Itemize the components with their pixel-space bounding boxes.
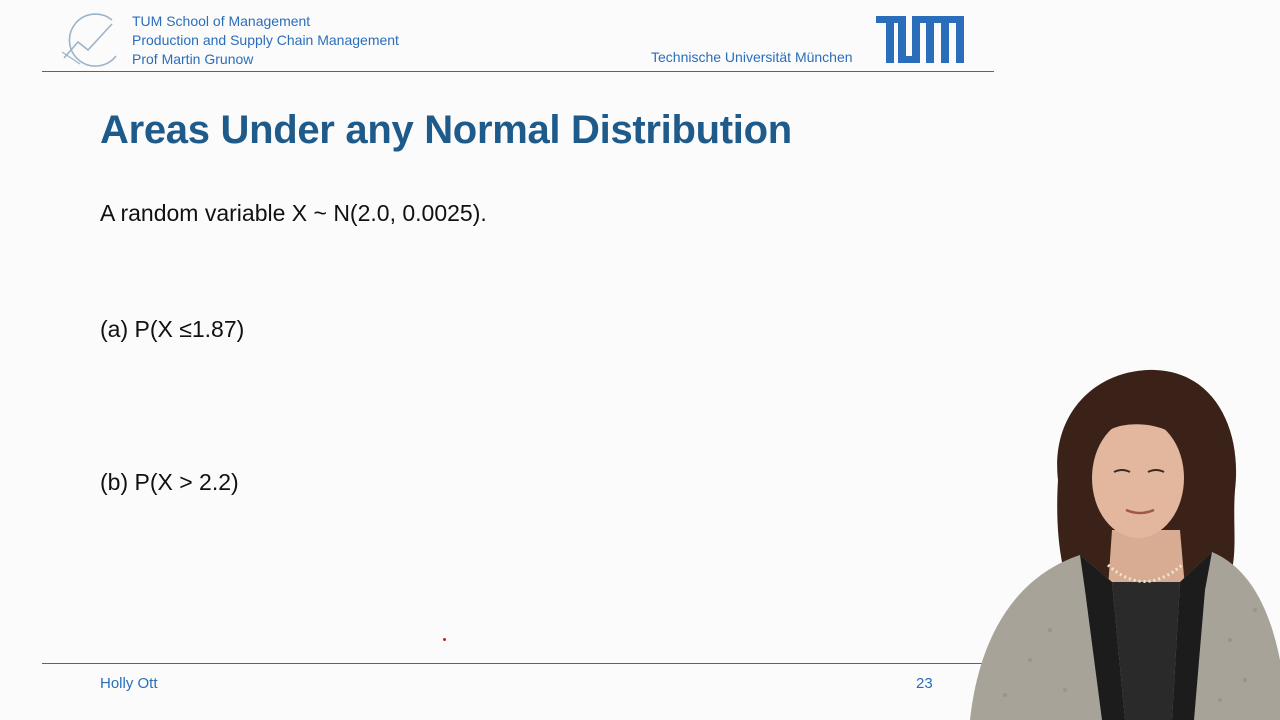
header-divider — [42, 71, 994, 72]
professor-name: Prof Martin Grunow — [132, 51, 254, 67]
slide-title: Areas Under any Normal Distribution — [100, 108, 792, 152]
question-b: (b) P(X > 2.2) — [100, 469, 239, 495]
question-a: (a) P(X ≤1.87) — [100, 316, 245, 342]
header-affiliation: TUM School of Management Production and … — [132, 12, 399, 69]
page-number: 23 — [916, 675, 933, 692]
footer-divider — [42, 663, 992, 664]
footer-author: Holly Ott — [100, 675, 158, 692]
presenter-video-image — [970, 369, 1280, 720]
tum-logo-icon — [876, 16, 964, 63]
chair-logo-icon — [61, 13, 117, 67]
school-name: TUM School of Management — [132, 13, 311, 29]
university-name: Technische Universität München — [651, 49, 853, 65]
problem-statement: A random variable X ~ N(2.0, 0.0025). — [100, 200, 487, 226]
chair-name: Production and Supply Chain Management — [132, 32, 399, 48]
laser-pointer-dot — [443, 638, 446, 641]
